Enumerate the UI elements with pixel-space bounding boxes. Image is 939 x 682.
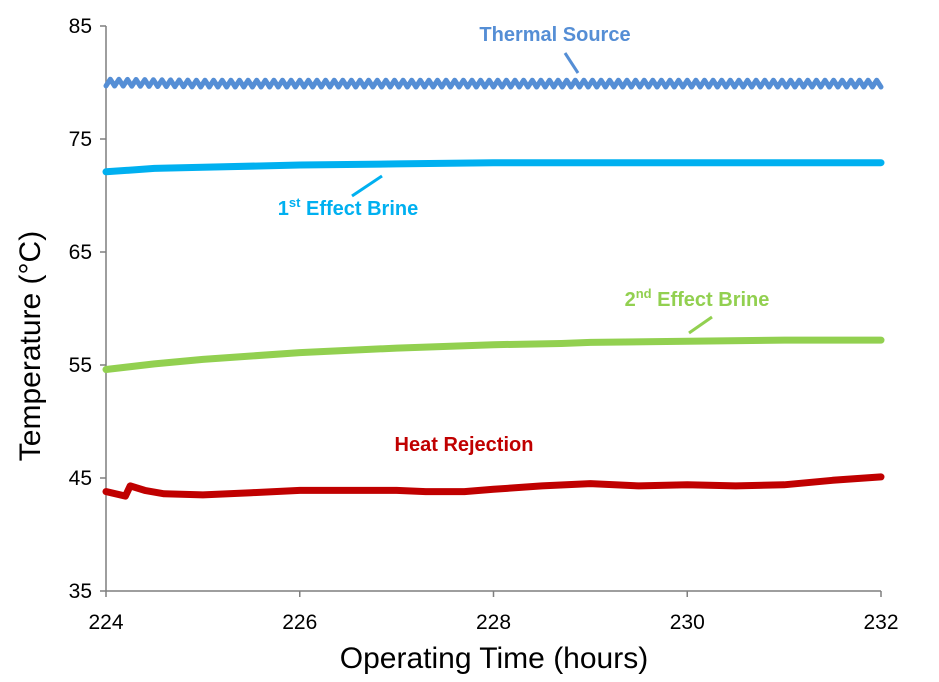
y-tick-label: 85 xyxy=(69,15,92,38)
x-tick-label: 226 xyxy=(282,611,317,634)
y-axis-title: Temperature (°C) xyxy=(14,231,47,461)
series-label: 1st Effect Brine xyxy=(278,195,419,220)
x-tick-label: 232 xyxy=(863,611,898,634)
series-label-leader xyxy=(688,315,713,335)
series-label-leader xyxy=(563,52,580,74)
series-label: Heat Rejection xyxy=(395,434,534,456)
series-line-0 xyxy=(103,76,884,90)
chart-axes: 35 45 55 65 75 85 224 226 228 230 232 xyxy=(69,15,899,634)
x-tick-label: 224 xyxy=(88,611,123,634)
series-layer xyxy=(102,76,885,500)
y-tick-label: 75 xyxy=(69,128,92,151)
series-line-2 xyxy=(102,336,885,373)
y-tick-label: 35 xyxy=(69,580,92,603)
x-tick-label: 230 xyxy=(670,611,705,634)
series-line-3 xyxy=(102,473,885,500)
series-label-leader xyxy=(351,174,383,198)
series-label: 2nd Effect Brine xyxy=(625,286,770,311)
x-tick-label: 228 xyxy=(476,611,511,634)
y-tick-label: 45 xyxy=(69,467,92,490)
series-line-1 xyxy=(102,159,885,176)
y-tick-label: 55 xyxy=(69,354,92,377)
y-tick-label: 65 xyxy=(69,241,92,264)
series-label: Thermal Source xyxy=(479,24,630,46)
series-labels-layer: Thermal Source 1st Effect Brine 2nd Effect… xyxy=(278,24,770,456)
x-axis-title: Operating Time (hours) xyxy=(340,642,648,675)
